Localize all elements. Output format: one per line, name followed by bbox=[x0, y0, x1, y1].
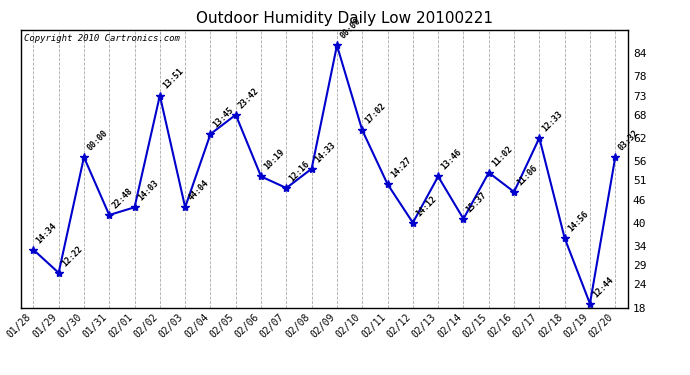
Text: 13:46: 13:46 bbox=[440, 148, 464, 172]
Text: 23:42: 23:42 bbox=[237, 86, 261, 110]
Text: 10:19: 10:19 bbox=[262, 148, 286, 172]
Text: 12:33: 12:33 bbox=[541, 109, 564, 133]
Text: 12:22: 12:22 bbox=[60, 244, 84, 268]
Text: 12:16: 12:16 bbox=[288, 159, 312, 183]
Text: 13:51: 13:51 bbox=[161, 67, 185, 91]
Text: 12:44: 12:44 bbox=[591, 275, 615, 299]
Text: 14:12: 14:12 bbox=[414, 194, 438, 218]
Text: 11:02: 11:02 bbox=[490, 144, 514, 168]
Text: 14:33: 14:33 bbox=[313, 140, 337, 164]
Text: 14:27: 14:27 bbox=[388, 156, 413, 180]
Text: 15:37: 15:37 bbox=[464, 190, 489, 214]
Text: 13:45: 13:45 bbox=[212, 105, 236, 129]
Text: 22:48: 22:48 bbox=[110, 186, 135, 210]
Text: Copyright 2010 Cartronics.com: Copyright 2010 Cartronics.com bbox=[23, 34, 179, 43]
Text: 14:56: 14:56 bbox=[566, 210, 590, 234]
Text: 03:32: 03:32 bbox=[617, 129, 640, 153]
Text: Outdoor Humidity Daily Low 20100221: Outdoor Humidity Daily Low 20100221 bbox=[197, 11, 493, 26]
Text: 14:03: 14:03 bbox=[136, 178, 160, 203]
Text: 44:04: 44:04 bbox=[186, 178, 210, 203]
Text: 00:00: 00:00 bbox=[338, 17, 362, 41]
Text: 17:02: 17:02 bbox=[364, 102, 388, 126]
Text: 11:06: 11:06 bbox=[515, 163, 540, 187]
Text: 00:00: 00:00 bbox=[85, 129, 109, 153]
Text: 14:34: 14:34 bbox=[34, 221, 59, 245]
